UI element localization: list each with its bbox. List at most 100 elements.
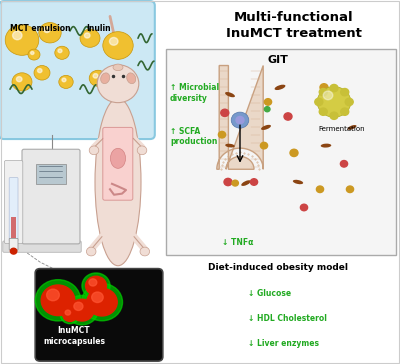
Circle shape: [317, 87, 351, 117]
Circle shape: [5, 25, 39, 55]
Ellipse shape: [95, 98, 141, 266]
FancyBboxPatch shape: [22, 149, 80, 244]
FancyBboxPatch shape: [103, 127, 133, 200]
Circle shape: [38, 68, 42, 73]
Polygon shape: [217, 66, 263, 169]
Circle shape: [12, 73, 32, 91]
Circle shape: [12, 31, 22, 40]
Circle shape: [28, 49, 40, 60]
Circle shape: [315, 98, 323, 106]
FancyBboxPatch shape: [11, 217, 16, 238]
Circle shape: [103, 32, 133, 59]
Circle shape: [62, 78, 66, 82]
Text: GIT: GIT: [268, 55, 288, 65]
Circle shape: [74, 302, 83, 310]
Circle shape: [31, 51, 34, 55]
FancyBboxPatch shape: [166, 49, 396, 255]
Circle shape: [10, 248, 17, 254]
Ellipse shape: [241, 181, 251, 186]
Circle shape: [118, 71, 130, 82]
Circle shape: [346, 186, 354, 193]
FancyBboxPatch shape: [0, 1, 155, 139]
Ellipse shape: [293, 179, 303, 185]
Circle shape: [232, 180, 238, 186]
FancyBboxPatch shape: [9, 178, 18, 241]
Circle shape: [264, 107, 270, 112]
Circle shape: [250, 179, 258, 185]
Ellipse shape: [113, 64, 123, 71]
Circle shape: [82, 273, 110, 298]
Circle shape: [86, 276, 106, 295]
Ellipse shape: [347, 125, 357, 130]
Circle shape: [137, 146, 147, 155]
Circle shape: [97, 65, 139, 103]
Text: Multi-functional
InuMCT treatment: Multi-functional InuMCT treatment: [226, 11, 362, 40]
Circle shape: [34, 66, 50, 80]
FancyBboxPatch shape: [35, 269, 163, 361]
Circle shape: [87, 288, 117, 316]
Circle shape: [319, 108, 327, 115]
Circle shape: [89, 70, 107, 86]
Circle shape: [93, 74, 98, 78]
Circle shape: [341, 88, 349, 96]
Ellipse shape: [274, 85, 286, 90]
Circle shape: [320, 84, 328, 91]
Circle shape: [60, 306, 80, 324]
Circle shape: [59, 75, 73, 88]
Circle shape: [264, 99, 272, 105]
Circle shape: [260, 142, 268, 149]
FancyBboxPatch shape: [4, 161, 23, 244]
Circle shape: [89, 279, 97, 286]
Ellipse shape: [127, 73, 136, 84]
Circle shape: [80, 29, 100, 47]
FancyBboxPatch shape: [36, 164, 66, 184]
Circle shape: [70, 299, 94, 321]
Circle shape: [66, 296, 98, 325]
Circle shape: [46, 289, 59, 301]
Text: ↓ HDL Cholesterol: ↓ HDL Cholesterol: [248, 314, 327, 323]
Circle shape: [86, 247, 96, 256]
Text: MCT emulsion: MCT emulsion: [10, 24, 71, 33]
Circle shape: [58, 49, 62, 53]
Circle shape: [140, 247, 150, 256]
Circle shape: [323, 91, 333, 100]
Circle shape: [120, 73, 124, 76]
Text: ↑ Microbial
diversity: ↑ Microbial diversity: [170, 83, 219, 103]
Circle shape: [92, 292, 103, 302]
Text: ↑ SCFA
production: ↑ SCFA production: [170, 127, 217, 146]
Ellipse shape: [225, 144, 235, 147]
Circle shape: [319, 88, 327, 96]
Circle shape: [41, 285, 75, 316]
Circle shape: [316, 186, 324, 193]
Circle shape: [340, 161, 348, 167]
Text: ↓ Liver enzymes: ↓ Liver enzymes: [248, 340, 319, 348]
Circle shape: [55, 46, 69, 59]
Text: Fermentation: Fermentation: [319, 126, 365, 132]
Circle shape: [330, 84, 338, 92]
Circle shape: [284, 113, 292, 120]
FancyBboxPatch shape: [3, 241, 81, 252]
Text: InuMCT
microcapsules: InuMCT microcapsules: [43, 326, 105, 346]
Ellipse shape: [261, 124, 271, 130]
Circle shape: [330, 112, 338, 119]
Text: Inulin: Inulin: [86, 24, 111, 33]
FancyBboxPatch shape: [9, 238, 18, 250]
Circle shape: [63, 308, 77, 321]
Text: ↓ Glucose: ↓ Glucose: [248, 289, 291, 297]
Circle shape: [82, 284, 122, 321]
Circle shape: [300, 204, 308, 211]
Circle shape: [110, 37, 118, 45]
Ellipse shape: [225, 92, 235, 97]
Circle shape: [44, 27, 50, 32]
Circle shape: [218, 131, 226, 138]
Circle shape: [16, 77, 22, 82]
Circle shape: [224, 178, 232, 186]
Circle shape: [221, 109, 229, 116]
Circle shape: [84, 33, 90, 38]
Circle shape: [345, 98, 353, 106]
Circle shape: [65, 310, 70, 315]
Circle shape: [35, 280, 81, 321]
Circle shape: [236, 116, 244, 124]
Text: ↓ TNFα: ↓ TNFα: [222, 238, 253, 246]
Text: Diet-induced obesity model: Diet-induced obesity model: [208, 263, 348, 272]
